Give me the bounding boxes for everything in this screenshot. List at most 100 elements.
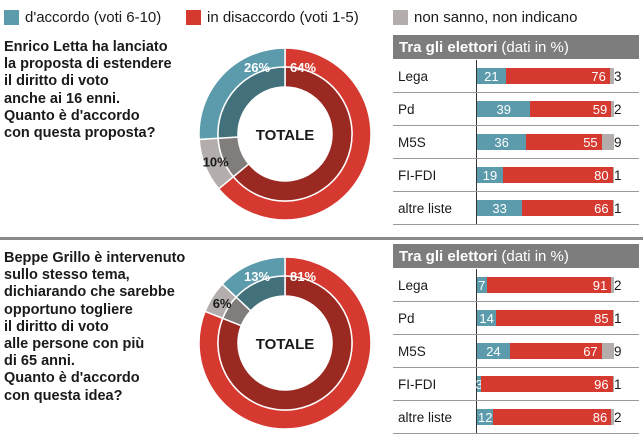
legend-item-dk: non sanno, non indicano — [393, 6, 577, 28]
dk-value-label: 1 — [614, 168, 622, 183]
bar-disagree: 85 — [496, 310, 613, 326]
row-bars: 12 86 — [477, 409, 614, 425]
row-bars: 33 66 — [477, 200, 614, 216]
dk-value-label: 9 — [614, 135, 622, 150]
dk-value-label: 2 — [614, 410, 622, 425]
row-label: FI-FDI — [398, 168, 437, 183]
bar-disagree: 80 — [503, 167, 613, 183]
table-row: Pd 39 59 2 — [393, 93, 639, 126]
bar-dk — [611, 101, 614, 117]
table-row: Lega 21 76 3 — [393, 60, 639, 93]
donut-chart-2: TOTALE 13% 81% 6% — [198, 256, 372, 430]
bar-dk — [611, 277, 614, 293]
party-table-1: Tra gli elettori (dati in %) Lega 21 76 3 Pd… — [393, 35, 639, 225]
bar-agree: 19 — [477, 167, 504, 183]
bar-agree: 7 — [477, 277, 487, 293]
row-bars: 7 91 — [477, 277, 614, 293]
donut-label-disagree: 81% — [290, 269, 316, 284]
bar-dk — [601, 134, 614, 150]
donut-hole — [238, 296, 332, 390]
bar-dk — [612, 200, 614, 216]
question-1-line: Quanto è d'accordo — [4, 107, 140, 124]
legend-label-disagree: in disaccordo (voti 1-5) — [207, 8, 359, 26]
dk-value-label: 2 — [614, 102, 622, 117]
question-2-line: con questa idea? — [4, 387, 123, 404]
dk-value-label: 1 — [614, 201, 622, 216]
legend-swatch-disagree — [186, 9, 201, 25]
dk-value-label: 9 — [614, 344, 622, 359]
bar-agree: 36 — [477, 134, 527, 150]
question-2-line: il diritto di voto — [4, 318, 109, 335]
row-bars: 36 55 — [477, 134, 614, 150]
table-2-axis — [476, 269, 477, 434]
donut-center-label: TOTALE — [256, 336, 315, 353]
table-row: altre liste 12 86 2 — [393, 401, 639, 434]
row-label: altre liste — [398, 410, 453, 425]
table-1-subtitle: (dati in %) — [501, 38, 569, 56]
table-1-header: Tra gli elettori (dati in %) — [393, 35, 639, 59]
row-bars: 39 59 — [477, 101, 614, 117]
donut-chart-1: TOTALE 26% 64% 10% — [198, 47, 372, 221]
dk-value-label: 1 — [614, 311, 622, 326]
bar-disagree: 86 — [493, 409, 612, 425]
table-1-axis — [476, 60, 477, 225]
question-2-line: alle persone con più — [4, 336, 145, 353]
table-row: Pd 14 85 1 — [393, 302, 639, 335]
donut-label-dk: 6% — [213, 296, 232, 311]
legend-item-disagree: in disaccordo (voti 1-5) — [186, 6, 359, 28]
legend-item-agree: d'accordo (voti 6-10) — [4, 6, 161, 28]
question-1-line: Enrico Letta ha lanciato — [4, 39, 168, 55]
table-row: M5S 24 67 9 — [393, 335, 639, 368]
question-2-line: Beppe Grillo è intervenuto — [4, 250, 186, 266]
row-bars: 14 85 — [477, 310, 614, 326]
question-2-line: Quanto è d'accordo — [4, 370, 140, 387]
table-row: Lega 7 91 2 — [393, 269, 639, 302]
row-label: FI-FDI — [398, 377, 437, 392]
bar-dk — [609, 68, 614, 84]
bar-dk — [612, 310, 614, 326]
table-1-title: Tra gli elettori — [399, 38, 498, 56]
question-1: Enrico Letta ha lanciato la proposta di … — [4, 39, 172, 142]
donut-hole — [238, 87, 332, 181]
row-bars: 3 96 — [475, 376, 614, 392]
bar-disagree: 91 — [486, 277, 612, 293]
bar-disagree: 76 — [505, 68, 610, 84]
table-row: FI-FDI 19 80 1 — [393, 159, 639, 192]
bar-agree: 3 — [475, 376, 483, 392]
row-label: Lega — [398, 69, 429, 84]
question-2-line: sullo stesso tema, — [4, 267, 130, 284]
question-2-line: di 65 anni. — [4, 353, 75, 370]
table-2-title: Tra gli elettori — [399, 247, 498, 265]
question-1-line: anche ai 16 enni. — [4, 90, 121, 107]
donut-label-agree: 26% — [244, 60, 270, 75]
bar-disagree: 55 — [526, 134, 602, 150]
row-label: M5S — [398, 344, 426, 359]
legend: d'accordo (voti 6-10) in disaccordo (vot… — [0, 6, 643, 28]
bar-disagree: 67 — [509, 343, 602, 359]
question-1-line: con questa proposta? — [4, 125, 156, 142]
question-2: Beppe Grillo è intervenuto sullo stesso … — [4, 250, 185, 405]
donut-label-dk: 10% — [203, 154, 229, 169]
dk-value-label: 2 — [614, 278, 622, 293]
row-bars: 21 76 — [477, 68, 614, 84]
bar-dk — [612, 167, 614, 183]
donut-center-label: TOTALE — [256, 127, 315, 144]
legend-label-dk: non sanno, non indicano — [414, 8, 578, 26]
row-bars: 24 67 — [477, 343, 614, 359]
bar-disagree: 96 — [481, 376, 613, 392]
table-2-header: Tra gli elettori (dati in %) — [393, 244, 639, 268]
row-bars: 19 80 — [477, 167, 614, 183]
bar-dk — [611, 409, 614, 425]
bar-dk — [612, 376, 614, 392]
legend-swatch-dk — [393, 9, 408, 25]
question-2-line: dichiarando che sarebbe — [4, 284, 175, 301]
bar-disagree: 59 — [530, 101, 612, 117]
donut-label-agree: 13% — [244, 269, 270, 284]
bar-dk — [601, 343, 614, 359]
table-row: altre liste 33 66 1 — [393, 192, 639, 225]
question-2-line: opportuno togliere — [4, 301, 133, 318]
row-label: Lega — [398, 278, 429, 293]
donut-label-disagree: 64% — [290, 60, 316, 75]
table-row: FI-FDI 3 96 1 — [393, 368, 639, 401]
legend-swatch-agree — [4, 9, 19, 25]
